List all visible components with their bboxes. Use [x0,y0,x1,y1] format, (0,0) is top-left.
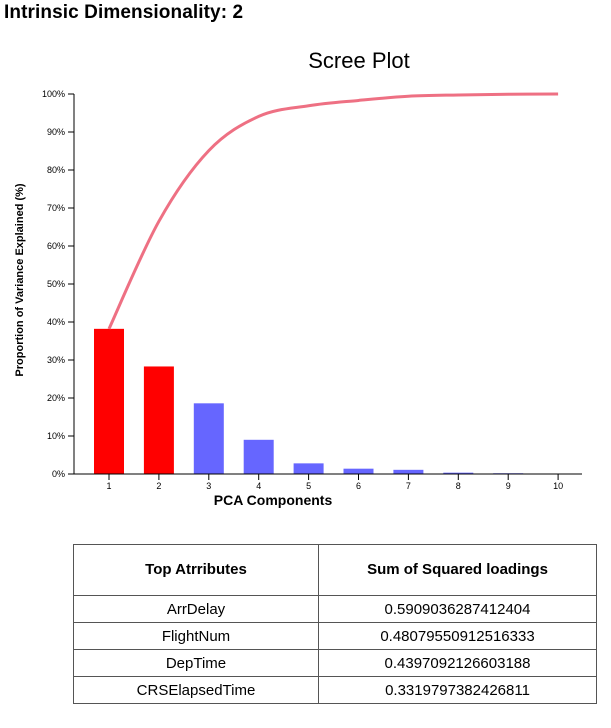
y-tick-label: 60% [47,241,65,251]
x-tick-label: 9 [506,481,511,491]
header-top-attributes: Top Atrributes [73,544,319,596]
x-tick-label: 5 [306,481,311,491]
y-tick-label: 90% [47,127,65,137]
x-tick-label: 6 [356,481,361,491]
loading-value-cell: 0.3319797382426811 [318,676,597,704]
attribute-name-cell: FlightNum [73,622,319,650]
y-tick-label: 0% [52,469,65,479]
loading-value-cell: 0.5909036287412404 [318,595,597,623]
attribute-name-cell: DepTime [73,649,319,677]
bar-selected [143,366,174,474]
scree-plot: Scree Plot 0% 10% 20% 30% 40% 50% 60% 70% 80% 90% 1… [14,48,582,508]
bar-selected [94,328,124,474]
table-row: CRSElapsedTime 0.3319797382426811 [73,676,597,704]
loading-value-cell: 0.48079550912516333 [318,622,597,650]
y-tick-label: 20% [47,393,65,403]
y-tick-label: 30% [47,355,65,365]
table-header-row: Top Atrributes Sum of Squared loadings [73,544,597,596]
x-tick-label: 8 [456,481,461,491]
bar [393,469,424,474]
y-tick-label: 100% [42,89,65,99]
x-tick-label: 4 [256,481,261,491]
header-sum-squared-loadings: Sum of Squared loadings [318,544,597,596]
table-row: DepTime 0.4397092126603188 [73,649,597,677]
y-tick-label: 40% [47,317,65,327]
x-tick-label: 10 [553,481,563,491]
attribute-name-cell: ArrDelay [73,595,319,623]
bar [193,403,224,474]
table-row: FlightNum 0.48079550912516333 [73,622,597,650]
y-axis-label: Proportion of Variance Explained (%) [14,183,26,376]
y-tick-label: 80% [47,165,65,175]
y-tick-label: 10% [47,431,65,441]
chart-title: Scree Plot [308,48,410,73]
top-attributes-table: Top Atrributes Sum of Squared loadings A… [73,544,597,704]
x-axis-label: PCA Components [214,492,333,508]
bar [443,472,474,474]
x-tick-label: 7 [406,481,411,491]
table-row: ArrDelay 0.5909036287412404 [73,595,597,623]
y-tick-label: 50% [47,279,65,289]
bar [293,463,324,474]
cumulative-variance-line [107,92,559,330]
loading-value-cell: 0.4397092126603188 [318,649,597,677]
attribute-name-cell: CRSElapsedTime [73,676,319,704]
x-tick-label: 1 [106,481,111,491]
page-heading: Intrinsic Dimensionality: 2 [4,2,244,23]
x-tick-label: 3 [206,481,211,491]
y-tick-label: 70% [47,203,65,213]
bar [243,439,274,474]
bar [343,468,374,474]
x-tick-label: 2 [156,481,161,491]
